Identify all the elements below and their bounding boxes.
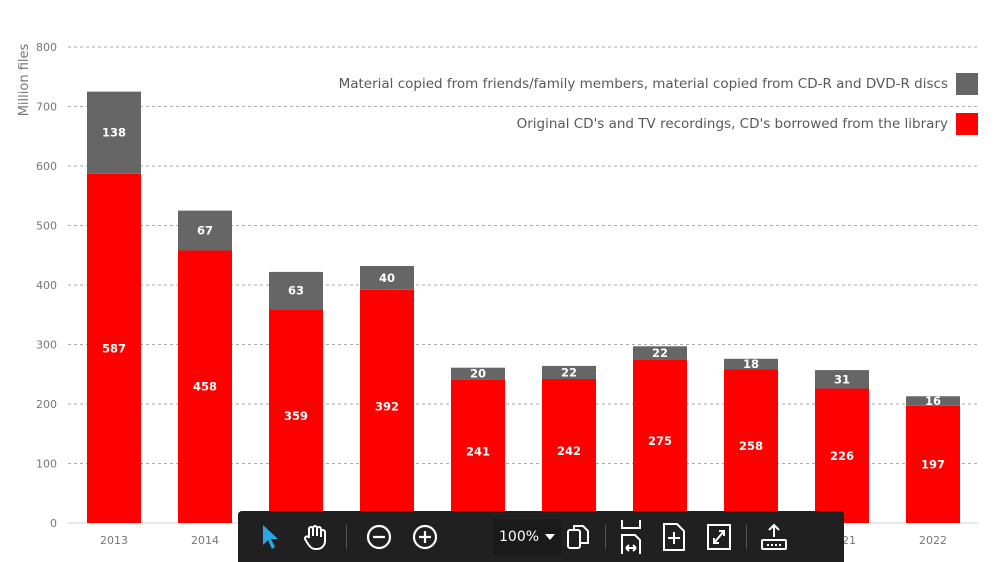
zoom-level-value: 100% <box>499 528 540 545</box>
data-label: 359 <box>284 409 308 423</box>
bar-segment <box>906 405 960 523</box>
data-label: 241 <box>466 444 490 458</box>
x-tick-label: 2013 <box>100 534 128 547</box>
y-tick-label: 400 <box>36 279 57 292</box>
legend-swatch <box>956 113 978 135</box>
data-label: 458 <box>193 380 217 394</box>
bar-segment <box>542 365 596 380</box>
legend-item-original: Original CD's and TV recordings, CD's bo… <box>517 113 978 135</box>
legend-item-copied: Material copied from friends/family memb… <box>339 73 978 95</box>
data-label: 16 <box>925 394 941 408</box>
data-label: 40 <box>379 271 395 285</box>
upload-icon[interactable] <box>759 517 789 557</box>
x-tick-label: 2014 <box>191 534 219 547</box>
y-tick-label: 0 <box>50 517 57 530</box>
bar-segment <box>542 379 596 523</box>
data-label: 138 <box>102 126 126 140</box>
legend-label: Original CD's and TV recordings, CD's bo… <box>516 116 948 132</box>
select-pointer-icon[interactable] <box>260 517 280 557</box>
data-label: 31 <box>834 372 850 386</box>
zoom-in-icon[interactable] <box>411 517 439 557</box>
zoom-level-select[interactable]: 100% <box>493 518 562 555</box>
bar-segment <box>633 346 687 360</box>
legend-label: Material copied from friends/family memb… <box>338 76 948 92</box>
pdf-toolbar: 100% <box>238 511 844 562</box>
bar-segment <box>451 367 505 380</box>
y-tick-label: 200 <box>36 398 57 411</box>
x-tick-label: 2022 <box>919 534 947 547</box>
y-tick-label: 500 <box>36 220 57 233</box>
bar-segment <box>360 265 414 290</box>
legend-swatch <box>956 73 978 95</box>
page-view-icon[interactable] <box>565 517 591 557</box>
bar-segment <box>815 388 869 523</box>
data-label: 587 <box>102 341 126 355</box>
data-label: 67 <box>197 224 213 238</box>
data-label: 275 <box>648 434 672 448</box>
bar-segment <box>178 250 232 524</box>
bar-segment <box>724 358 778 370</box>
data-label: 20 <box>470 367 486 381</box>
data-label: 392 <box>375 399 399 413</box>
data-label: 22 <box>561 365 577 379</box>
fullscreen-icon[interactable] <box>706 517 732 557</box>
data-label: 242 <box>557 444 581 458</box>
data-label: 258 <box>739 439 763 453</box>
bar-segment <box>178 210 232 251</box>
bar-segment <box>269 309 323 523</box>
bar-segment <box>87 173 141 524</box>
y-tick-label: 600 <box>36 160 57 173</box>
data-label: 22 <box>652 346 668 360</box>
y-tick-label: 700 <box>36 101 57 114</box>
y-axis-label: Million files <box>17 43 32 116</box>
zoom-out-icon[interactable] <box>365 517 393 557</box>
bar-segment <box>451 379 505 523</box>
y-tick-label: 300 <box>36 339 57 352</box>
bar-segment <box>360 289 414 523</box>
y-tick-label: 100 <box>36 458 57 471</box>
bar-segment <box>87 91 141 174</box>
bar-segment <box>269 271 323 310</box>
data-label: 18 <box>743 357 759 371</box>
data-label: 197 <box>921 457 945 471</box>
fit-page-icon[interactable] <box>662 517 686 557</box>
hand-pan-icon[interactable] <box>302 517 328 557</box>
data-label: 63 <box>288 284 304 298</box>
bar-segment <box>906 396 960 406</box>
bar-segment <box>815 370 869 389</box>
dropdown-arrow-icon <box>545 533 556 540</box>
bar-segment <box>724 369 778 523</box>
fit-width-icon[interactable] <box>618 517 644 557</box>
data-label: 226 <box>830 449 854 463</box>
y-tick-label: 800 <box>36 41 57 54</box>
bar-segment <box>633 359 687 523</box>
